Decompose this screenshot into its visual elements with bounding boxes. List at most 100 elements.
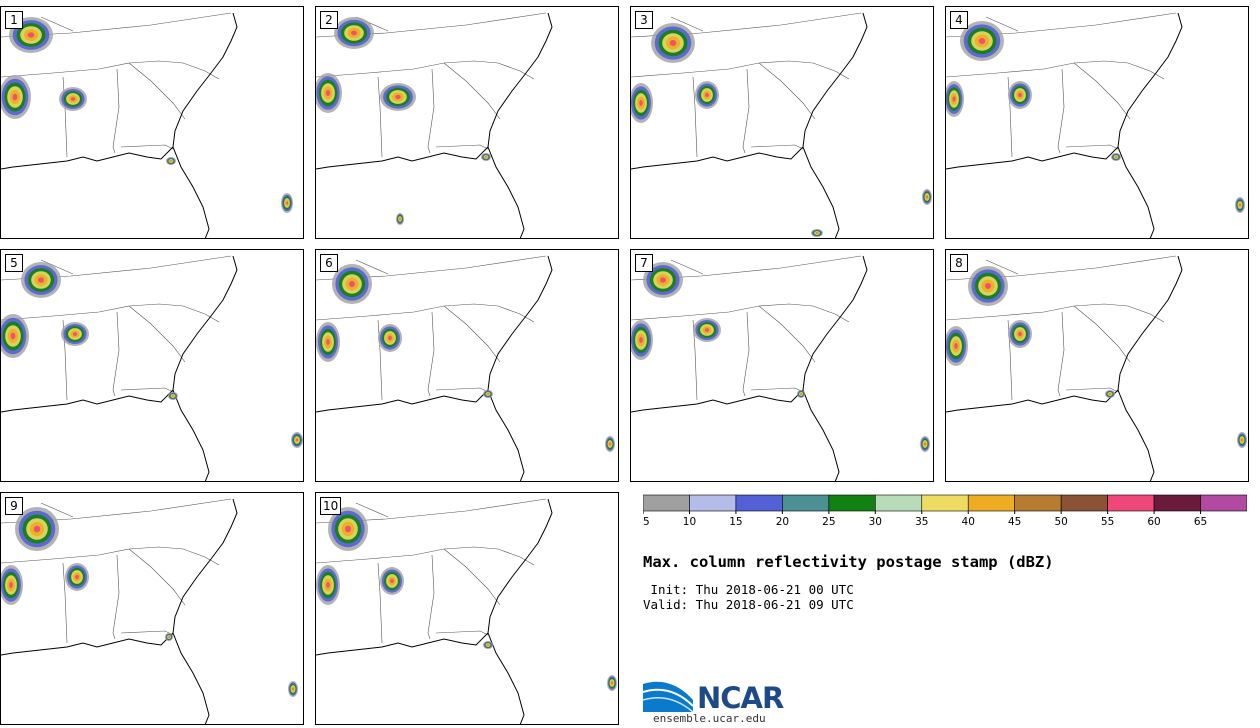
state-borders: [946, 255, 1177, 401]
colorbar-segment: [1014, 494, 1062, 512]
ensemble-member-panel: 6: [315, 249, 619, 482]
storm-cell: [38, 277, 44, 283]
storm-cell: [170, 160, 172, 162]
state-borders: [316, 255, 547, 401]
coastline: [1, 498, 238, 724]
storm-cell: [669, 40, 677, 46]
colorbar-tick-label: 15: [729, 516, 742, 528]
storm-cell: [1018, 331, 1022, 337]
ensemble-member-panel: 4: [945, 6, 1249, 239]
reflectivity-map: [631, 255, 930, 481]
ensemble-member-panel: 9: [0, 492, 304, 725]
colorbar-tick-label: 60: [1147, 516, 1160, 528]
member-number: 5: [5, 254, 23, 272]
colorbar-tick-label: 65: [1194, 516, 1207, 528]
storm-cell: [345, 525, 351, 533]
storm-cell: [952, 96, 956, 102]
logo-url: ensemble.ucar.edu: [653, 712, 766, 725]
reflectivity-map: [1, 12, 293, 238]
ensemble-member-panel: 2: [315, 6, 619, 239]
ensemble-member-panel: 10: [315, 492, 619, 725]
storm-cell: [9, 582, 13, 588]
member-number: 2: [320, 11, 338, 29]
member-number: 4: [950, 11, 968, 29]
storm-cell: [172, 395, 174, 397]
reflectivity-map: [316, 498, 617, 724]
coastline: [946, 12, 1183, 238]
storm-cell: [485, 156, 487, 158]
storm-cell: [70, 97, 76, 101]
storm-cell: [168, 636, 170, 638]
storm-cell: [351, 30, 357, 36]
logo-wordmark: NCAR: [697, 681, 784, 715]
state-borders: [946, 12, 1177, 158]
colorbar-segment: [1107, 494, 1155, 512]
storm-cell: [390, 578, 394, 584]
colorbar-segment: [967, 494, 1015, 512]
coastline: [1, 12, 238, 238]
coastline: [631, 255, 868, 481]
storm-cell: [326, 339, 330, 345]
colorbar-tick-label: 35: [915, 516, 928, 528]
storm-cell: [978, 38, 986, 44]
reflectivity-map: [946, 12, 1245, 238]
storm-cell: [1109, 393, 1111, 395]
storm-cell: [660, 277, 666, 283]
coastline: [316, 498, 553, 724]
ensemble-member-panel: 5: [0, 249, 304, 482]
colorbar-tick-label: 25: [822, 516, 835, 528]
storm-cell: [326, 582, 330, 588]
coastline: [1, 255, 238, 481]
colorbar-segment: [1060, 494, 1108, 512]
reflectivity-map: [1, 255, 303, 481]
colorbar-segment: [828, 494, 876, 512]
colorbar-tick-label: 50: [1054, 516, 1067, 528]
storm-cell: [286, 201, 288, 205]
member-number: 3: [635, 11, 653, 29]
colorbar-segment: [643, 494, 690, 512]
reflectivity-map: [631, 12, 932, 238]
storm-cell: [609, 442, 611, 446]
storm-cell: [399, 218, 401, 220]
ensemble-member-panel: 7: [630, 249, 934, 482]
member-number: 9: [5, 497, 23, 515]
storm-cell: [349, 281, 355, 287]
colorbar-segment: [689, 494, 737, 512]
reflectivity-map: [316, 255, 615, 481]
storm-cell: [395, 94, 401, 100]
coastline: [316, 12, 553, 238]
storm-cell: [926, 195, 928, 199]
colorbar-tick-label: 30: [869, 516, 882, 528]
storm-cell: [800, 393, 802, 395]
ncar-logo-icon: [643, 681, 694, 713]
ensemble-member-panel: 3: [630, 6, 934, 239]
member-number: 8: [950, 254, 968, 272]
storm-cell: [388, 335, 392, 341]
reflectivity-map: [316, 12, 553, 238]
storm-cell: [705, 92, 709, 98]
colorbar-segment: [875, 494, 923, 512]
colorbar-tick-label: 40: [962, 516, 975, 528]
colorbar-segment: [782, 494, 830, 512]
colorbar-segment: [1153, 494, 1201, 512]
storm-cell: [954, 343, 958, 349]
storm-cell: [296, 438, 298, 442]
coastline: [316, 255, 553, 481]
member-number: 6: [320, 254, 338, 272]
storm-cell: [1239, 203, 1241, 207]
storm-cell: [1018, 92, 1022, 98]
reflectivity-colorbar: 5 10 15 20 25 30 35 40 45 50 55 60 65: [643, 494, 1247, 528]
figure-title: Max. column reflectivity postage stamp (…: [643, 553, 1054, 571]
valid-time: Valid: Thu 2018-06-21 09 UTC: [643, 597, 854, 612]
storm-cell: [325, 90, 331, 96]
storm-cell: [704, 328, 710, 332]
reflectivity-map: [946, 255, 1247, 481]
colorbar-segment: [921, 494, 969, 512]
storm-cell: [1241, 438, 1243, 442]
ensemble-member-panel: 8: [945, 249, 1249, 482]
colorbar-segment: [1200, 494, 1247, 512]
colorbar-tick-label: 10: [683, 516, 696, 528]
state-borders: [631, 12, 862, 158]
coastline: [946, 255, 1183, 481]
colorbar-segment: [735, 494, 783, 512]
